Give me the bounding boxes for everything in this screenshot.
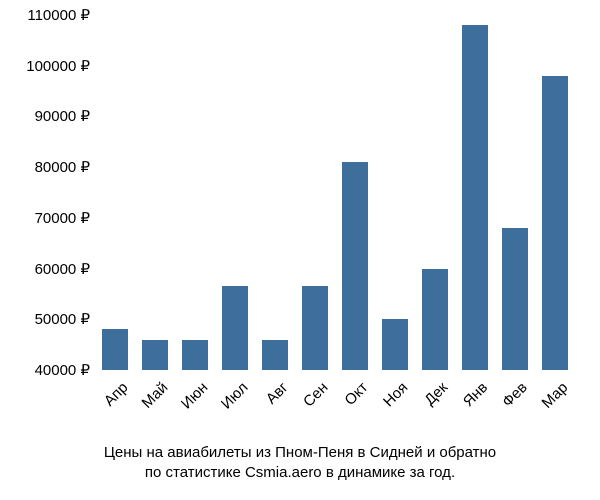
bar bbox=[302, 286, 328, 370]
y-tick-label: 60000 ₽ bbox=[0, 260, 90, 278]
caption-line-2: по статистике Csmia.aero в динамике за г… bbox=[0, 463, 600, 483]
bar bbox=[382, 319, 408, 370]
x-tick-label: Ноя bbox=[380, 379, 411, 410]
bar bbox=[422, 269, 448, 370]
x-axis: АпрМайИюнИюл Авг Сен Окт Ноя Дек Янв ФевМар bbox=[95, 375, 575, 430]
bar bbox=[342, 162, 368, 370]
bars-container bbox=[95, 15, 575, 370]
x-tick-label: Авг bbox=[263, 379, 292, 408]
bar bbox=[142, 340, 168, 370]
x-tick-label: Фев bbox=[499, 379, 531, 411]
x-tick-label: Мар bbox=[539, 379, 572, 412]
x-tick-label: Дек bbox=[421, 379, 451, 409]
y-tick-label: 100000 ₽ bbox=[0, 57, 90, 75]
x-tick-label: Сен bbox=[300, 379, 331, 410]
x-tick-label: Май bbox=[139, 379, 172, 412]
y-axis: 40000 ₽50000 ₽60000 ₽70000 ₽80000 ₽90000… bbox=[0, 15, 90, 370]
x-tick-label: Янв bbox=[460, 379, 491, 410]
x-tick-label: Апр bbox=[101, 379, 132, 410]
bar bbox=[102, 329, 128, 370]
x-tick-label: Июн bbox=[178, 379, 211, 412]
y-tick-label: 80000 ₽ bbox=[0, 158, 90, 176]
bar bbox=[222, 286, 248, 370]
bar bbox=[182, 340, 208, 370]
bar bbox=[462, 25, 488, 370]
plot-area bbox=[95, 15, 575, 371]
bar bbox=[262, 340, 288, 370]
y-tick-label: 90000 ₽ bbox=[0, 107, 90, 125]
y-tick-label: 70000 ₽ bbox=[0, 209, 90, 227]
bar bbox=[502, 228, 528, 370]
price-chart: 40000 ₽ 50000 ₽ 60000 ₽ 70000 ₽ 80000 ₽ 90000… bbox=[0, 0, 600, 500]
x-tick-label: Окт bbox=[341, 379, 371, 409]
x-tick-label: Июл bbox=[218, 379, 252, 413]
y-tick-label: 40000 ₽ bbox=[0, 361, 90, 379]
bar bbox=[542, 76, 568, 370]
y-tick-label: 50000 ₽ bbox=[0, 310, 90, 328]
y-tick-label: 110000 ₽ bbox=[0, 6, 90, 24]
caption-line-1: Цены на авиабилеты из Пном-Пеня в Сидней… bbox=[0, 443, 600, 463]
